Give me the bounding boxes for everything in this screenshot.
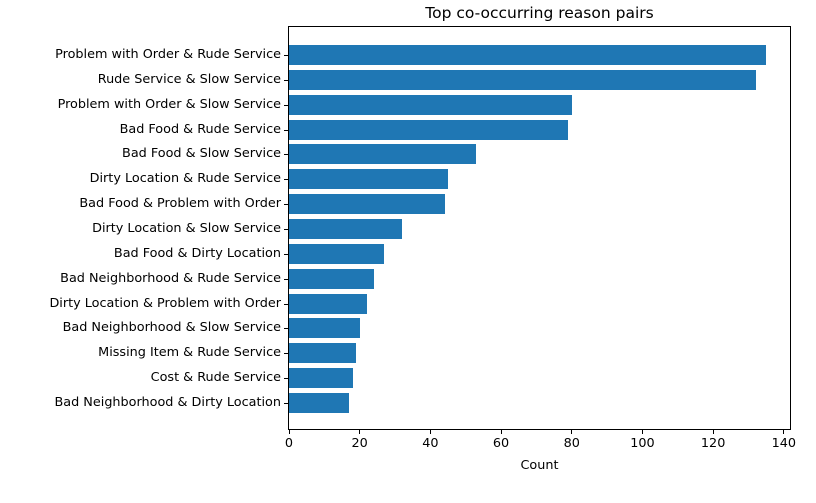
bar: [289, 45, 767, 65]
y-tick-mark: [284, 378, 288, 380]
x-tick-label: 0: [284, 436, 294, 451]
bar: [289, 144, 477, 165]
plot-area: 0 20 40 60 80 100 120 140: [284, 26, 796, 451]
y-tick-label: Dirty Location & Problem with Order: [49, 295, 281, 311]
y-tick-label: Cost & Rude Service: [150, 370, 281, 386]
y-tick-mark: [284, 55, 288, 56]
y-tick-mark: [284, 104, 288, 106]
bar: [289, 94, 572, 115]
x-tick-label: 120: [700, 436, 726, 451]
bar: [289, 318, 360, 339]
y-tick-label: Missing Item & Rude Service: [98, 345, 281, 361]
x-tick-mark: [571, 430, 573, 434]
y-tick-mark: [284, 129, 288, 131]
y-tick-label: Dirty Location & Slow Service: [92, 220, 281, 236]
y-tick-label: Problem with Order & Slow Service: [57, 96, 281, 112]
y-tick-mark: [284, 353, 288, 355]
x-tick-mark: [288, 430, 290, 434]
y-tick-mark: [284, 79, 288, 81]
x-tick-mark: [500, 430, 502, 434]
y-tick-label: Dirty Location & Rude Service: [89, 171, 281, 187]
x-tick-mark: [712, 430, 714, 434]
y-axis-labels: Problem with Order & Rude Service Rude Se…: [0, 27, 281, 429]
x-tick-label: 140: [771, 436, 797, 451]
x-tick-label: 40: [422, 436, 439, 451]
y-tick-label: Bad Food & Dirty Location: [113, 245, 281, 261]
bar: [289, 392, 350, 413]
y-tick-mark: [284, 179, 288, 181]
bar: [289, 169, 449, 190]
x-tick-label: 80: [563, 436, 580, 451]
bar: [289, 343, 357, 364]
y-tick-mark: [284, 253, 288, 255]
chart-title: Top co-occurring reason pairs: [425, 4, 654, 22]
y-tick-label: Bad Neighborhood & Slow Service: [62, 320, 281, 336]
y-tick-label: Rude Service & Slow Service: [97, 71, 281, 87]
bar: [289, 368, 353, 389]
bar: [289, 194, 445, 215]
y-tick-label: Bad Neighborhood & Dirty Location: [54, 394, 282, 410]
bar: [289, 119, 569, 140]
y-tick-mark: [284, 402, 288, 404]
y-tick-label: Bad Food & Problem with Order: [79, 196, 281, 212]
x-tick-label: 20: [351, 436, 368, 451]
y-tick-mark: [284, 154, 288, 156]
bar: [289, 268, 374, 289]
x-tick-mark: [783, 430, 785, 434]
bar: [289, 218, 403, 239]
y-tick-mark: [284, 204, 288, 206]
bar: [289, 243, 385, 264]
bar: [289, 69, 756, 90]
x-tick-mark: [359, 430, 361, 434]
x-tick-label: 100: [630, 436, 655, 451]
bar: [289, 293, 367, 314]
y-tick-mark: [284, 228, 288, 230]
x-tick-label: 60: [492, 436, 510, 451]
y-tick-label: Bad Neighborhood & Rude Service: [60, 270, 281, 286]
y-tick-mark: [284, 278, 288, 280]
x-tick-mark: [429, 430, 431, 434]
y-tick-mark: [284, 328, 288, 330]
x-axis-label: Count: [520, 458, 559, 473]
x-tick-mark: [641, 430, 643, 434]
y-tick-mark: [284, 303, 288, 305]
y-tick-label: Problem with Order & Rude Service: [55, 47, 281, 62]
y-tick-label: Bad Food & Rude Service: [119, 121, 281, 137]
y-tick-label: Bad Food & Slow Service: [122, 146, 281, 162]
